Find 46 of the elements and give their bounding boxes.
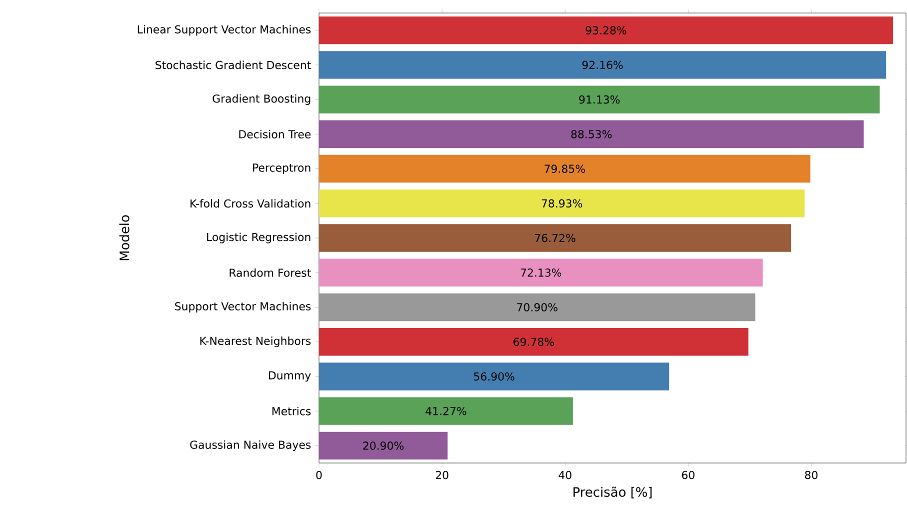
bar (319, 16, 893, 44)
data-label: 88.53% (571, 130, 612, 138)
bar (319, 293, 756, 322)
y-tick-label: Metrics (272, 406, 311, 416)
y-tick-label: Gaussian Naive Bayes (190, 440, 311, 451)
bar (319, 397, 573, 425)
y-tick-label: Support Vector Machines (175, 302, 311, 313)
y-tick-label: Decision Tree (239, 130, 311, 138)
data-label: 92.16% (582, 60, 623, 70)
bar (319, 362, 670, 390)
data-label: 78.93% (542, 199, 582, 208)
bar (319, 86, 880, 114)
data-label: 69.78% (514, 338, 554, 346)
y-tick-label: Linear Support Vector Machines (138, 25, 311, 36)
bar (319, 328, 748, 356)
x-tick-label: 40 (558, 470, 572, 480)
y-tick-label: K-fold Cross Validation (190, 199, 310, 208)
x-tick-label: 0 (316, 470, 322, 480)
data-label: 56.90% (474, 372, 514, 381)
x-tick-label: 80 (805, 470, 818, 480)
y-tick-label: Random Forest (230, 268, 311, 277)
bar (319, 432, 448, 460)
bar (319, 120, 864, 148)
bar (319, 51, 886, 79)
y-tick-label: Logistic Regression (207, 232, 310, 244)
x-tick-label: 60 (682, 470, 694, 480)
data-label: 41.27% (426, 406, 466, 416)
data-label: 91.13% (579, 95, 620, 104)
bar (319, 258, 763, 286)
data-label: 70.90% (517, 303, 558, 312)
y-tick-label: Perceptron (253, 164, 310, 174)
bar (319, 154, 810, 183)
bar (319, 190, 805, 218)
bar (319, 224, 792, 252)
x-axis-title: Precisão [%] (574, 486, 652, 498)
data-label: 79.85% (544, 164, 585, 173)
data-label: 20.90% (363, 442, 404, 450)
x-tick-label: 20 (436, 470, 448, 480)
y-tick-label: K-Nearest Neighbors (200, 336, 311, 348)
y-axis-title: Modelo (119, 215, 130, 260)
data-label: 72.13% (520, 268, 562, 277)
data-label: 76.72% (535, 234, 576, 242)
data-label: 93.28% (586, 26, 626, 34)
y-tick-label: Dummy (269, 371, 311, 382)
y-tick-label: Stochastic Gradient Descent (156, 60, 311, 70)
y-tick-label: Gradient Boosting (212, 94, 310, 105)
